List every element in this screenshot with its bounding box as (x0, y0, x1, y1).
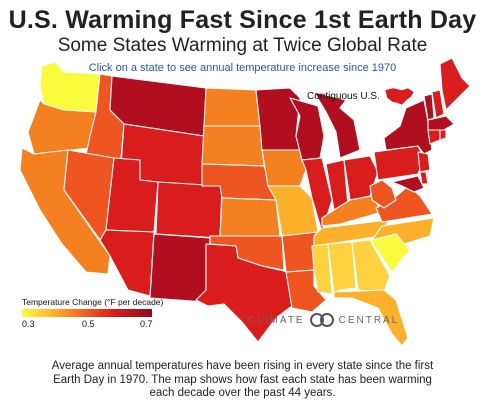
state-rhode-island[interactable] (439, 129, 447, 141)
state-delaware[interactable] (419, 171, 429, 185)
state-iowa[interactable] (261, 149, 307, 187)
state-new-york[interactable] (383, 99, 433, 155)
state-vermont[interactable] (423, 93, 435, 121)
state-west-virginia[interactable] (369, 179, 397, 209)
state-connecticut[interactable] (427, 129, 441, 145)
state-arizona[interactable] (99, 229, 155, 297)
map-subtitle: Some States Warming at Twice Global Rate (57, 35, 428, 56)
logo-text-left: CLIMATE (248, 314, 305, 326)
instruction-link[interactable]: Click on a state to see annual temperatu… (88, 62, 397, 74)
legend: Temperature Change (°F per decade) 0.3 0… (22, 297, 164, 329)
state-texas[interactable] (195, 243, 293, 343)
contiguous-us-inset-icon[interactable] (384, 87, 415, 106)
state-north-dakota[interactable] (203, 87, 261, 127)
state-mississippi[interactable] (311, 243, 333, 295)
legend-tick-mid: 0.5 (82, 319, 95, 329)
state-pennsylvania[interactable] (373, 145, 425, 181)
legend-color-bar (22, 309, 152, 317)
state-colorado[interactable] (155, 181, 223, 239)
state-north-carolina[interactable] (371, 217, 435, 245)
state-florida[interactable] (333, 289, 409, 347)
state-south-dakota[interactable] (201, 125, 265, 167)
state-minnesota[interactable] (255, 87, 301, 151)
logo-rings-icon (309, 313, 334, 327)
inset-label: Contiguous U.S. (307, 91, 380, 102)
state-new-jersey[interactable] (417, 151, 431, 173)
climate-central-logo: CLIMATE CENTRAL (248, 313, 399, 327)
state-alabama[interactable] (327, 241, 357, 295)
legend-tick-high: 0.7 (140, 319, 153, 329)
state-kansas[interactable] (219, 197, 281, 237)
state-maryland[interactable] (391, 175, 425, 193)
state-kentucky[interactable] (321, 195, 383, 227)
state-massachusetts[interactable] (427, 115, 455, 131)
state-washington[interactable] (39, 61, 101, 113)
legend-ticks: 0.3 0.5 0.7 (22, 317, 162, 329)
state-georgia[interactable] (351, 239, 391, 293)
legend-title: Temperature Change (°F per decade) (22, 297, 164, 307)
legend-tick-low: 0.3 (22, 319, 35, 329)
state-new-mexico[interactable] (149, 233, 211, 303)
map-title: U.S. Warming Fast Since 1st Earth Day (8, 6, 477, 34)
state-maine[interactable] (439, 57, 471, 111)
state-michigan[interactable] (313, 91, 361, 159)
caption: Average annual temperatures have been ri… (51, 360, 434, 399)
logo-text-right: CENTRAL (338, 314, 400, 326)
state-new-hampshire[interactable] (431, 89, 445, 119)
